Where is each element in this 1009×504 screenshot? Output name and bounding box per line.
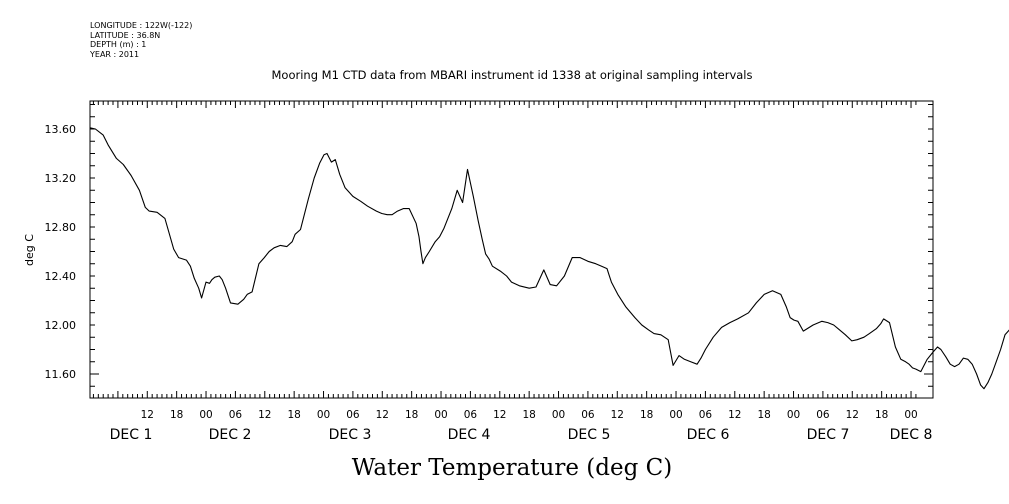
x-hour-tick-label: 06: [699, 409, 713, 421]
x-hour-tick-label: 18: [640, 409, 653, 421]
meta-longitude: LONGITUDE : 122W(-122): [90, 21, 193, 30]
x-hour-tick-label: 18: [875, 409, 888, 421]
x-hour-tick-label: 00: [317, 409, 330, 421]
y-tick-label: 13.20: [45, 172, 77, 185]
x-hour-tick-label: 18: [170, 409, 183, 421]
x-day-label: DEC 3: [329, 427, 372, 443]
x-hour-tick-label: 00: [787, 409, 800, 421]
x-hour-tick-label: 12: [611, 409, 624, 421]
x-hour-tick-label: 00: [552, 409, 565, 421]
x-hour-tick-label: 06: [229, 409, 243, 421]
x-hour-tick-label: 18: [287, 409, 300, 421]
y-tick-label: 12.40: [45, 270, 77, 283]
x-day-label: DEC 7: [807, 427, 850, 443]
x-hour-tick-label: 00: [199, 409, 212, 421]
x-hour-tick-label: 18: [522, 409, 535, 421]
plot-frame: [89, 100, 934, 399]
x-day-label: DEC 1: [110, 427, 153, 443]
x-hour-tick-label: 18: [757, 409, 770, 421]
x-day-label: DEC 8: [890, 427, 933, 443]
y-tick-label: 12.00: [45, 319, 77, 332]
x-hour-tick-label: 06: [464, 409, 478, 421]
meta-year: YEAR : 2011: [90, 49, 140, 59]
x-hour-tick-label: 06: [346, 409, 360, 421]
meta-depth: DEPTH (m) : 1: [90, 40, 147, 49]
x-hour-tick-label: 12: [728, 409, 741, 421]
x-hour-tick-label: 18: [405, 409, 418, 421]
x-hour-tick-label: 06: [581, 409, 595, 421]
x-day-label: DEC 6: [687, 427, 730, 443]
temperature-series-line: [89, 127, 1009, 390]
x-hour-tick-label: 12: [493, 409, 506, 421]
metadata-block: LONGITUDE : 122W(-122) LATITUDE : 36.8N …: [90, 21, 192, 59]
x-hour-tick-label: 00: [669, 409, 682, 421]
x-hour-tick-label: 12: [258, 409, 271, 421]
footer-label: Water Temperature (deg C): [351, 455, 673, 481]
y-tick-label: 12.80: [45, 221, 77, 234]
x-day-label: DEC 2: [209, 427, 252, 443]
x-hour-tick-label: 12: [376, 409, 389, 421]
x-day-label: DEC 4: [448, 427, 491, 443]
chart-title: Mooring M1 CTD data from MBARI instrumen…: [271, 68, 753, 82]
y-tick-label: 13.60: [45, 123, 77, 136]
x-hour-tick-label: 00: [434, 409, 447, 421]
y-tick-label: 11.60: [45, 368, 77, 381]
x-hour-tick-label: 12: [141, 409, 154, 421]
x-hour-tick-label: 12: [846, 409, 859, 421]
x-hour-tick-label: 06: [816, 409, 830, 421]
meta-latitude: LATITUDE : 36.8N: [90, 30, 161, 40]
y-axis-label: deg C: [23, 234, 36, 266]
x-day-label: DEC 5: [568, 427, 611, 443]
x-hour-tick-label: 00: [904, 409, 917, 421]
